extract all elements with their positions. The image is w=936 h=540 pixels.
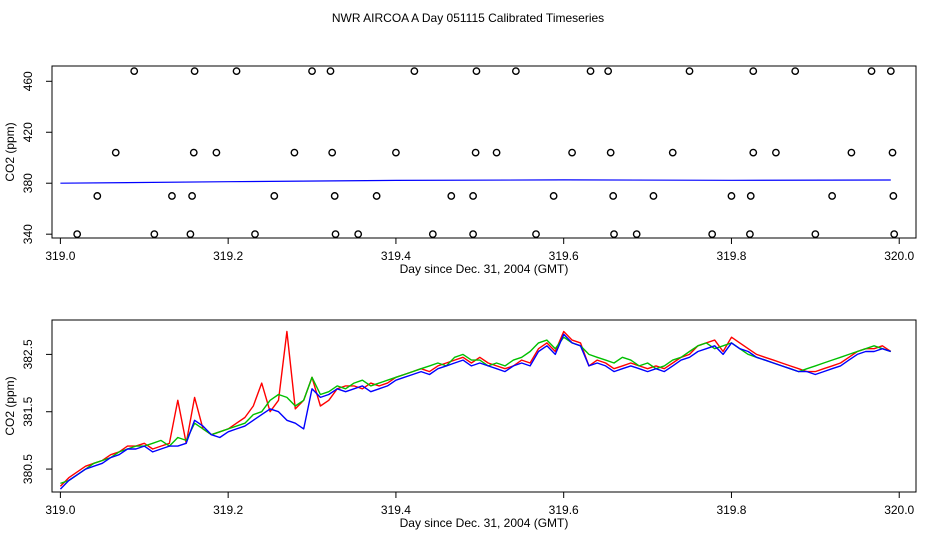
data-point (428, 230, 437, 239)
data-point (586, 67, 595, 75)
x-tick-label: 319.0 (45, 249, 75, 263)
data-point (251, 230, 259, 239)
top-panel: 319.0 319.2 319.4 319.6 319.8 320.0 340 380 420 4… (3, 65, 917, 276)
series-line (60, 179, 891, 184)
x-tick-label: 319.0 (45, 503, 75, 517)
x-tick-label: 319.4 (381, 503, 411, 517)
data-point (604, 67, 613, 75)
data-point (372, 192, 381, 200)
data-point (568, 148, 576, 157)
data-point (130, 67, 139, 75)
data-point (886, 67, 895, 75)
data-point (749, 67, 758, 75)
data-point (471, 148, 480, 157)
data-point (189, 148, 198, 157)
x-tick-label: 319.6 (549, 249, 579, 263)
data-point (668, 148, 677, 157)
data-point (472, 67, 481, 75)
data-point (186, 230, 195, 239)
y-tick-label: 380 (21, 173, 35, 193)
data-point (190, 67, 199, 75)
data-point (828, 192, 837, 200)
data-point (410, 67, 419, 75)
data-point (308, 67, 316, 75)
x-tick-label: 319.8 (716, 503, 746, 517)
data-point (649, 192, 658, 200)
bottom-panel: 319.0 319.2 319.4 319.6 319.8 320.0 380.5 381.5… (3, 319, 917, 530)
data-point (888, 148, 897, 157)
data-point (392, 148, 400, 157)
data-point (290, 148, 299, 157)
data-point (727, 192, 736, 200)
data-point (749, 148, 758, 157)
data-point (847, 148, 856, 157)
y-tick-label: 460 (21, 71, 35, 91)
y-tick-label: 380.5 (21, 454, 35, 484)
y-tick-label: 420 (21, 122, 35, 142)
data-point (447, 192, 456, 200)
series-line (59, 330, 892, 487)
data-point (632, 230, 641, 239)
series-line (59, 333, 892, 490)
data-point (469, 230, 477, 239)
data-point (746, 230, 754, 239)
data-point (270, 192, 279, 200)
data-point (746, 192, 755, 200)
x-axis-label: Day since Dec. 31, 2004 (GMT) (400, 262, 569, 276)
data-point (212, 148, 221, 157)
data-point (791, 67, 800, 75)
data-point (111, 148, 120, 157)
data-point (331, 230, 340, 239)
x-tick-label: 319.6 (549, 503, 579, 517)
plot-frame (51, 319, 917, 493)
data-point (811, 230, 820, 239)
x-tick-label: 320.0 (884, 503, 914, 517)
y-tick-label: 382.5 (21, 339, 35, 369)
data-point (168, 192, 176, 200)
x-axis-label: Day since Dec. 31, 2004 (GMT) (400, 516, 569, 530)
series-line (60, 336, 892, 485)
data-point (354, 230, 363, 239)
data-point (610, 230, 618, 239)
data-point (93, 192, 102, 200)
chart-title: NWR AIRCOA A Day 051115 Calibrated Times… (332, 11, 604, 25)
data-point (232, 67, 241, 75)
data-point (328, 148, 337, 157)
y-axis-label: CO2 (ppm) (3, 376, 17, 435)
data-point (492, 148, 501, 157)
data-point (73, 230, 82, 239)
data-point (889, 192, 898, 200)
data-point (330, 192, 339, 200)
y-tick-label: 381.5 (21, 396, 35, 426)
x-tick-label: 319.2 (213, 503, 243, 517)
x-tick-label: 319.4 (381, 249, 411, 263)
y-axis-label: CO2 (ppm) (3, 122, 17, 181)
x-tick-label: 319.8 (716, 249, 746, 263)
data-point (890, 230, 899, 239)
data-point (532, 230, 540, 239)
plot-frame (51, 65, 917, 239)
data-point (188, 192, 196, 200)
data-point (469, 192, 477, 200)
y-tick-label: 340 (21, 224, 35, 244)
data-point (772, 148, 780, 157)
data-point (609, 192, 618, 200)
data-point (708, 230, 717, 239)
data-point (326, 67, 335, 75)
data-point (549, 192, 558, 200)
data-point (606, 148, 615, 157)
x-tick-label: 320.0 (884, 249, 914, 263)
data-point (150, 230, 159, 239)
data-point (685, 67, 694, 75)
x-tick-label: 319.2 (213, 249, 243, 263)
data-point (511, 67, 520, 75)
data-point (867, 67, 876, 75)
